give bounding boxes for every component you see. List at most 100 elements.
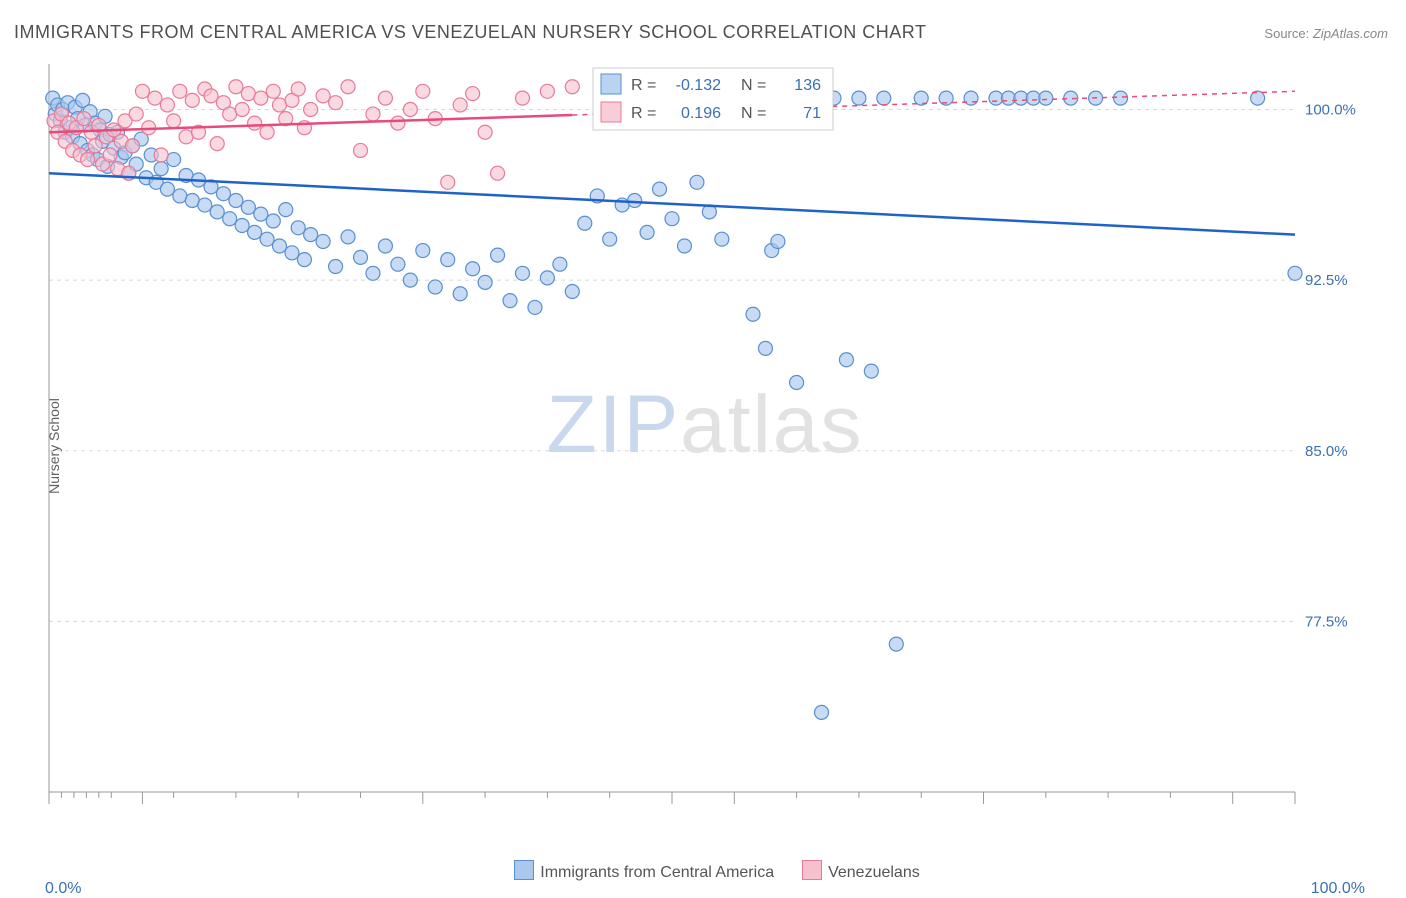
y-tick-label: 85.0% — [1305, 443, 1348, 460]
point-venezuelans — [366, 107, 380, 121]
source-value: ZipAtlas.com — [1313, 26, 1388, 41]
point-venezuelans — [266, 84, 280, 98]
point-central_america — [466, 262, 480, 276]
point-venezuelans — [167, 114, 181, 128]
point-venezuelans — [125, 139, 139, 153]
point-venezuelans — [291, 82, 305, 96]
legend-r-value: 0.196 — [681, 105, 721, 122]
point-central_america — [864, 364, 878, 378]
point-central_america — [403, 273, 417, 287]
point-central_america — [441, 253, 455, 267]
source-attribution: Source: ZipAtlas.com — [1264, 26, 1388, 41]
bottom-legend-label-central_america: Immigrants from Central America — [540, 864, 774, 881]
y-tick-label: 100.0% — [1305, 102, 1356, 119]
legend-swatch-venezuelans — [601, 102, 621, 122]
legend-n-value: 71 — [803, 105, 821, 122]
point-central_america — [378, 239, 392, 253]
bottom-legend-swatch-central_america — [514, 860, 534, 880]
point-venezuelans — [403, 103, 417, 117]
point-venezuelans — [135, 84, 149, 98]
point-central_america — [515, 266, 529, 280]
point-venezuelans — [565, 80, 579, 94]
point-central_america — [453, 287, 467, 301]
legend-swatch-central_america — [601, 74, 621, 94]
point-venezuelans — [515, 91, 529, 105]
y-tick-label: 92.5% — [1305, 272, 1348, 289]
x-axis-max-label: 100.0% — [1311, 880, 1365, 898]
point-venezuelans — [77, 112, 91, 126]
point-central_america — [198, 198, 212, 212]
point-central_america — [279, 203, 293, 217]
point-central_america — [391, 257, 405, 271]
point-central_america — [216, 187, 230, 201]
point-venezuelans — [154, 148, 168, 162]
point-venezuelans — [210, 137, 224, 151]
point-central_america — [248, 225, 262, 239]
legend-r-label: R = — [631, 105, 656, 122]
point-central_america — [273, 239, 287, 253]
point-central_america — [266, 214, 280, 228]
point-central_america — [354, 250, 368, 264]
point-central_america — [416, 244, 430, 258]
point-central_america — [790, 376, 804, 390]
point-venezuelans — [129, 107, 143, 121]
point-central_america — [366, 266, 380, 280]
point-central_america — [304, 228, 318, 242]
point-central_america — [210, 205, 224, 219]
point-central_america — [553, 257, 567, 271]
point-venezuelans — [341, 80, 355, 94]
point-venezuelans — [103, 148, 117, 162]
point-venezuelans — [248, 116, 262, 130]
point-central_america — [771, 234, 785, 248]
point-venezuelans — [81, 153, 95, 167]
point-central_america — [815, 705, 829, 719]
chart-title: IMMIGRANTS FROM CENTRAL AMERICA VS VENEZ… — [14, 22, 926, 43]
point-venezuelans — [478, 125, 492, 139]
point-central_america — [254, 207, 268, 221]
point-central_america — [540, 271, 554, 285]
point-venezuelans — [229, 80, 243, 94]
point-venezuelans — [416, 84, 430, 98]
point-venezuelans — [185, 93, 199, 107]
point-venezuelans — [160, 98, 174, 112]
point-central_america — [503, 294, 517, 308]
point-central_america — [478, 275, 492, 289]
point-central_america — [852, 91, 866, 105]
point-central_america — [690, 175, 704, 189]
point-venezuelans — [173, 84, 187, 98]
point-venezuelans — [304, 103, 318, 117]
point-venezuelans — [378, 91, 392, 105]
point-central_america — [746, 307, 760, 321]
point-venezuelans — [260, 125, 274, 139]
point-central_america — [260, 232, 274, 246]
point-venezuelans — [466, 87, 480, 101]
point-central_america — [715, 232, 729, 246]
point-venezuelans — [329, 96, 343, 110]
source-label: Source: — [1264, 26, 1309, 41]
point-central_america — [316, 234, 330, 248]
legend-r-value: -0.132 — [676, 77, 721, 94]
y-tick-label: 77.5% — [1305, 613, 1348, 630]
scatter-chart-svg: 77.5%85.0%92.5%100.0%R =-0.132N =136R =0… — [45, 60, 1365, 820]
point-central_america — [329, 259, 343, 273]
point-central_america — [665, 212, 679, 226]
point-central_america — [229, 194, 243, 208]
point-central_america — [223, 212, 237, 226]
point-central_america — [528, 300, 542, 314]
point-central_america — [341, 230, 355, 244]
point-venezuelans — [491, 166, 505, 180]
point-venezuelans — [391, 116, 405, 130]
point-venezuelans — [254, 91, 268, 105]
point-venezuelans — [354, 143, 368, 157]
point-central_america — [154, 162, 168, 176]
point-central_america — [758, 341, 772, 355]
point-venezuelans — [316, 89, 330, 103]
bottom-legend-swatch-venezuelans — [802, 860, 822, 880]
point-venezuelans — [540, 84, 554, 98]
point-central_america — [578, 216, 592, 230]
legend-n-label: N = — [741, 105, 766, 122]
point-venezuelans — [204, 89, 218, 103]
point-central_america — [889, 637, 903, 651]
point-venezuelans — [148, 91, 162, 105]
point-central_america — [235, 219, 249, 233]
